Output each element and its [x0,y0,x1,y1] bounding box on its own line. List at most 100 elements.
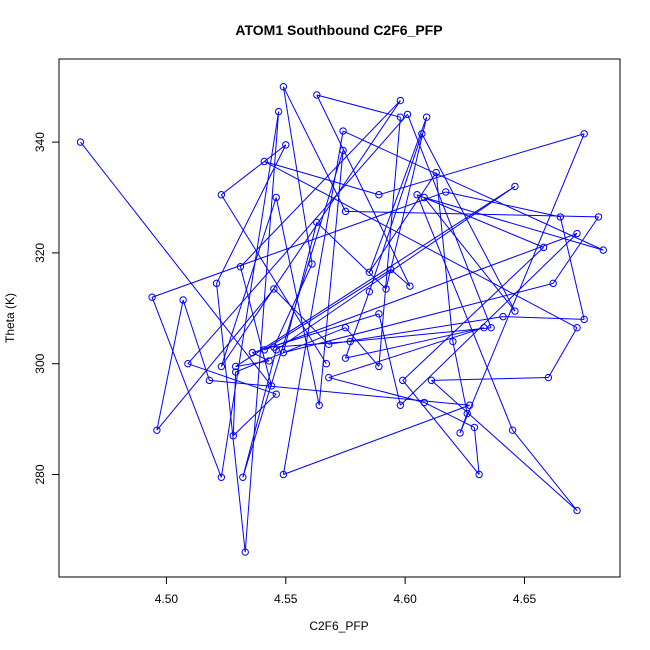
data-point [274,107,283,116]
series-segment [407,114,492,328]
series-segment [378,133,585,196]
series-segment [431,377,549,381]
data-point [217,191,226,199]
series-segment [220,197,277,367]
series-segment [264,269,392,351]
series-segment [445,191,561,218]
data-point [272,193,280,202]
data-point [420,398,428,407]
data-point [236,263,245,271]
series-segment [283,404,470,475]
y-axis: 280 300 320 340 [33,132,59,485]
series-segment [328,316,504,345]
series-segment [368,133,423,292]
data-point [325,373,333,382]
series-segment [273,288,330,345]
data-point [365,268,374,276]
data-point [418,130,426,138]
series-segment [282,222,318,353]
x-tick-label: 4.60 [393,592,417,606]
series-segment [235,327,346,373]
data-point [399,376,407,385]
series-segment [282,86,346,212]
x-axis-label: C2F6_PFP [309,619,368,633]
series-segment [552,216,599,284]
data-point [339,127,347,135]
data-point [406,282,414,290]
series-segment [344,291,370,359]
series-segment [240,100,401,268]
data-point [475,470,483,479]
data-point [279,83,288,91]
series-segment [345,327,380,367]
data-point [260,346,269,354]
series-segment [187,363,277,395]
series-segment [282,86,313,265]
data-point [241,548,249,556]
data-point [427,376,436,385]
series-segment [424,402,475,428]
series-segment [275,197,320,406]
series-segment [244,111,280,553]
series-segment [416,194,544,248]
x-axis: 4.50 4.55 4.60 4.65 [155,577,537,606]
data-point [282,141,290,149]
series-segment [216,283,246,553]
data-point [239,473,247,481]
data-point [580,130,588,138]
data-point [573,229,581,238]
series-segment [220,194,327,364]
data-point [217,473,226,481]
data-point [449,337,457,346]
data-point [270,285,278,293]
data-point [470,423,479,432]
series-segment [156,299,184,431]
data-point [260,157,269,166]
data-point [422,113,431,121]
data-point [442,188,450,196]
data-point [382,285,390,293]
data-point [556,213,565,221]
data-point [184,360,192,368]
series-segment [512,429,578,511]
data-point [480,323,488,332]
series-segment [423,197,516,312]
series-segment [316,94,401,118]
data-point [76,138,85,146]
data-point [539,243,548,252]
series-segment [416,194,514,431]
series-segment [350,327,492,343]
data-point [403,110,412,119]
data-point [346,337,354,346]
data-point [396,96,405,105]
data-point [375,310,383,318]
data-point [229,432,237,440]
series-segment [216,144,287,284]
y-axis-label: Theta (K) [3,293,17,343]
data-point [308,260,316,268]
data-point [599,246,607,254]
series-segment [473,427,480,475]
x-tick-label: 4.55 [274,592,298,606]
data-point [544,373,553,382]
series-segment [239,266,272,386]
plot-frame [58,58,621,578]
series-segment [182,299,210,381]
data-point [511,182,519,191]
data-point [594,213,603,221]
data-point [205,376,214,385]
series-segment [328,377,425,403]
series-segment [402,247,544,381]
series-segment [220,100,401,367]
data-point [396,401,405,409]
data-point [265,357,273,365]
data-point [420,193,428,202]
data-point [248,348,257,357]
data-point [179,296,187,304]
data-point [499,312,507,321]
data-point [341,207,350,216]
data-point [270,343,278,351]
series-segment [368,172,437,273]
